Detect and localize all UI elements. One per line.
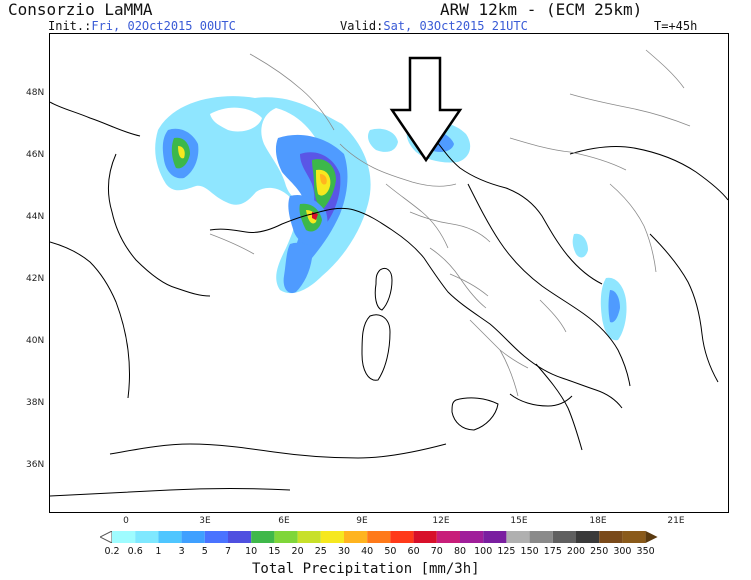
colorbar-cell [413, 531, 437, 543]
colorbar-label: 20 [291, 546, 304, 557]
colorbar-label: 15 [268, 546, 281, 557]
colorbar-label: 200 [566, 546, 586, 557]
colorbar-label: 80 [453, 546, 467, 557]
colorbar-label: 1 [155, 546, 162, 557]
colorbar-label: 40 [361, 546, 374, 557]
colorbar-cell [460, 531, 484, 543]
lat-label: 36N [26, 460, 45, 470]
colorbar-cell [483, 531, 507, 543]
lon-label: 12E [432, 516, 450, 526]
colorbar-cell [344, 531, 368, 543]
lon-label: 9E [356, 516, 368, 526]
colorbar-cell [297, 531, 321, 543]
lat-label: 46N [26, 150, 45, 160]
colorbar-cell [390, 531, 414, 543]
colorbar-label: 5 [201, 546, 208, 557]
valid-value: Sat, 03Oct2015 21UTC [383, 19, 528, 33]
colorbar-cell [274, 531, 298, 543]
colorbar-cell [158, 531, 182, 543]
islands [50, 267, 499, 497]
colorbar-label: 70 [430, 546, 443, 557]
colorbar-cell [622, 531, 646, 543]
colorbar-label: 150 [520, 546, 539, 557]
colorbar-label: 50 [384, 546, 397, 557]
colorbar-max-triangle [645, 531, 658, 543]
colorbar-cell [228, 531, 252, 543]
colorbar [100, 531, 658, 543]
colorbar-cell [506, 531, 530, 543]
colorbar-cell [436, 531, 460, 543]
colorbar-cell [112, 531, 136, 543]
colorbar-cell [204, 531, 228, 543]
colorbar-cells [100, 531, 658, 543]
forecast-step: T=+45h [654, 19, 698, 33]
coastlines [50, 101, 728, 459]
colorbar-label: 10 [245, 546, 258, 557]
lat-label: 44N [26, 212, 45, 222]
map-frame [49, 33, 729, 513]
colorbar-cell [576, 531, 600, 543]
lat-label: 40N [26, 336, 45, 346]
colorbar-label: 250 [590, 546, 609, 557]
lat-label: 42N [26, 274, 45, 284]
lon-label: 21E [667, 516, 685, 526]
colorbar-min-triangle [100, 531, 113, 543]
colorbar-label: 175 [543, 546, 562, 557]
colorbar-label: 7 [224, 546, 232, 557]
colorbar-label: 25 [314, 546, 327, 557]
colorbar-label: 125 [497, 546, 516, 557]
colorbar-label: 30 [337, 546, 351, 557]
colorbar-label: 0.2 [104, 546, 120, 557]
colorbar-cell [529, 531, 553, 543]
colorbar-cell [135, 531, 159, 543]
colorbar-label: 350 [636, 546, 655, 557]
init-value: Fri, 02Oct2015 00UTC [91, 19, 236, 33]
colorbar-label: 300 [613, 546, 632, 557]
borders [209, 49, 691, 397]
legend-title: Total Precipitation [mm/3h] [252, 561, 480, 577]
colorbar-label: 100 [474, 546, 493, 557]
lat-label: 38N [26, 398, 45, 408]
colorbar-cell [251, 531, 275, 543]
title-left: Consorzio LaMMA [8, 0, 153, 19]
map-canvas [50, 49, 728, 497]
valid-label: Valid: [340, 19, 384, 33]
init-row: Init.:Fri, 02Oct2015 00UTC [48, 19, 236, 33]
colorbar-cell [367, 531, 391, 543]
lon-label: 3E [199, 516, 211, 526]
colorbar-label: 3 [178, 546, 185, 557]
init-label: Init.: [48, 19, 92, 33]
precipitation-shading [155, 96, 627, 341]
lon-label: 0 [123, 516, 129, 526]
valid-row: Valid:Sat, 03Oct2015 21UTC [340, 19, 528, 33]
colorbar-cell [599, 531, 623, 543]
colorbar-label: 60 [407, 546, 420, 557]
title-right: ARW 12km - (ECM 25km) [440, 0, 643, 19]
colorbar-cell [181, 531, 205, 543]
lon-label: 15E [510, 516, 528, 526]
arrow-down-outline-icon [389, 56, 463, 163]
colorbar-cell [552, 531, 576, 543]
colorbar-cell [320, 531, 344, 543]
lon-label: 6E [278, 516, 290, 526]
lat-label: 48N [26, 88, 45, 98]
colorbar-label: 0.6 [127, 546, 143, 557]
lon-label: 18E [589, 516, 607, 526]
